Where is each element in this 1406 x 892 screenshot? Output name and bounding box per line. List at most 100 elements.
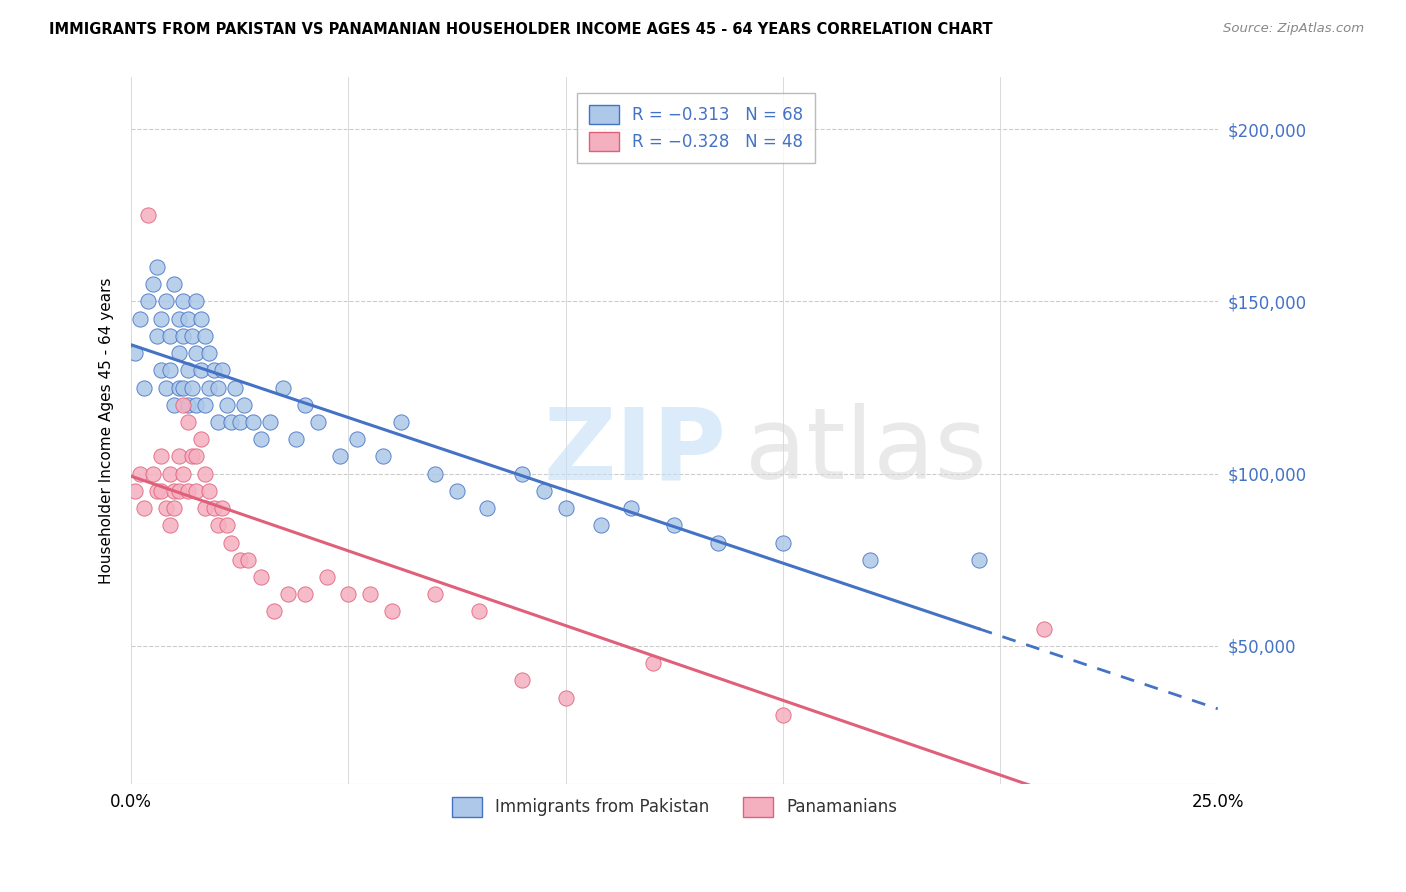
Point xyxy=(198,346,221,360)
Point xyxy=(167,311,190,326)
Point xyxy=(329,450,352,464)
Point xyxy=(159,518,181,533)
Point xyxy=(207,415,229,429)
Text: ZIP: ZIP xyxy=(544,403,727,500)
Point xyxy=(346,432,368,446)
Point xyxy=(425,587,447,601)
Point xyxy=(510,467,533,481)
Point xyxy=(186,483,208,498)
Point xyxy=(250,570,273,584)
Point xyxy=(167,380,190,394)
Point xyxy=(138,208,160,222)
Point xyxy=(233,398,256,412)
Point xyxy=(186,346,208,360)
Point xyxy=(554,690,576,705)
Point xyxy=(276,587,298,601)
Point xyxy=(381,605,404,619)
Point xyxy=(337,587,360,601)
Point xyxy=(155,501,177,516)
Point xyxy=(186,294,208,309)
Point xyxy=(967,553,990,567)
Point xyxy=(180,329,202,343)
Point xyxy=(641,656,664,670)
Point xyxy=(150,311,173,326)
Point xyxy=(146,483,169,498)
Point xyxy=(554,501,576,516)
Point xyxy=(190,363,212,377)
Point xyxy=(163,501,186,516)
Point xyxy=(180,450,202,464)
Point xyxy=(259,415,281,429)
Point xyxy=(186,398,208,412)
Point xyxy=(172,380,194,394)
Point xyxy=(228,415,250,429)
Point xyxy=(176,398,198,412)
Point xyxy=(159,467,181,481)
Point xyxy=(190,432,212,446)
Point xyxy=(215,398,238,412)
Point xyxy=(211,501,233,516)
Point xyxy=(176,363,198,377)
Point xyxy=(315,570,337,584)
Point xyxy=(207,380,229,394)
Point xyxy=(294,587,316,601)
Point xyxy=(215,518,238,533)
Point xyxy=(172,294,194,309)
Point xyxy=(202,501,225,516)
Point xyxy=(190,311,212,326)
Point xyxy=(155,294,177,309)
Text: atlas: atlas xyxy=(745,403,987,500)
Point xyxy=(307,415,329,429)
Point xyxy=(186,450,208,464)
Point xyxy=(425,467,447,481)
Point xyxy=(128,467,150,481)
Point xyxy=(146,329,169,343)
Point xyxy=(468,605,491,619)
Point xyxy=(128,311,150,326)
Point xyxy=(198,483,221,498)
Text: Source: ZipAtlas.com: Source: ZipAtlas.com xyxy=(1223,22,1364,36)
Point xyxy=(150,450,173,464)
Point xyxy=(202,363,225,377)
Legend: Immigrants from Pakistan, Panamanians: Immigrants from Pakistan, Panamanians xyxy=(443,789,905,825)
Point xyxy=(198,380,221,394)
Point xyxy=(172,329,194,343)
Point xyxy=(211,363,233,377)
Point xyxy=(167,483,190,498)
Point xyxy=(124,346,146,360)
Point xyxy=(772,535,794,549)
Point xyxy=(373,450,395,464)
Point xyxy=(150,483,173,498)
Point xyxy=(224,380,246,394)
Point xyxy=(163,483,186,498)
Point xyxy=(172,467,194,481)
Point xyxy=(219,535,242,549)
Point xyxy=(294,398,316,412)
Point xyxy=(207,518,229,533)
Point xyxy=(176,311,198,326)
Point xyxy=(124,483,146,498)
Point xyxy=(263,605,285,619)
Point xyxy=(238,553,260,567)
Point xyxy=(664,518,686,533)
Point xyxy=(772,707,794,722)
Point xyxy=(250,432,273,446)
Point xyxy=(707,535,730,549)
Point xyxy=(163,277,186,292)
Point xyxy=(159,363,181,377)
Point xyxy=(194,398,217,412)
Point xyxy=(142,277,165,292)
Point xyxy=(446,483,468,498)
Point xyxy=(146,260,169,274)
Point xyxy=(159,329,181,343)
Point xyxy=(176,415,198,429)
Point xyxy=(242,415,264,429)
Point xyxy=(142,467,165,481)
Point xyxy=(589,518,612,533)
Point xyxy=(477,501,499,516)
Point xyxy=(155,380,177,394)
Point xyxy=(510,673,533,688)
Point xyxy=(132,501,155,516)
Point xyxy=(167,450,190,464)
Point xyxy=(285,432,308,446)
